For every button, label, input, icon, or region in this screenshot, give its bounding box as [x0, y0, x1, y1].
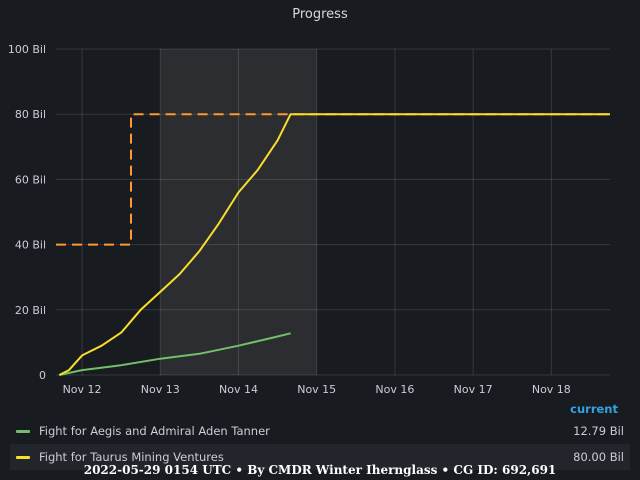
legend-item[interactable]: Fight for Aegis and Admiral Aden Tanner … — [10, 418, 630, 444]
legend-item[interactable]: Fight for Taurus Mining Ventures 80.00 B… — [10, 444, 630, 470]
x-tick-label: Nov 16 — [375, 383, 414, 396]
panel-title: Progress — [292, 7, 348, 22]
x-tick-label: Nov 14 — [219, 383, 258, 396]
y-tick-label: 80 Bil — [15, 108, 46, 121]
shaded-time-region — [160, 49, 317, 375]
series-color-swatch — [16, 456, 30, 459]
x-tick-label: Nov 18 — [532, 383, 571, 396]
series-color-swatch — [16, 430, 30, 433]
legend-series-value: 80.00 Bil — [573, 450, 624, 464]
series-line — [58, 113, 610, 376]
footer-credit: 2022-05-29 0154 UTC • By CMDR Winter Ihe… — [83, 463, 557, 477]
y-tick-label: 100 Bil — [8, 43, 46, 56]
x-tick-label: Nov 12 — [63, 383, 102, 396]
legend-series-name[interactable]: Fight for Taurus Mining Ventures — [39, 450, 224, 464]
legend-header-current[interactable]: current — [570, 402, 618, 416]
x-tick-label: Nov 15 — [297, 383, 336, 396]
progress-chart: 0 20 Bil 40 Bil 60 Bil 80 Bil 100 Bil Nov 12 No… — [8, 43, 610, 396]
y-tick-label: 40 Bil — [15, 239, 46, 252]
legend-series-name[interactable]: Fight for Aegis and Admiral Aden Tanner — [39, 424, 270, 438]
legend-series-value: 12.79 Bil — [573, 424, 624, 438]
series-line — [56, 113, 610, 246]
legend: current Fight for Aegis and Admiral Aden… — [10, 400, 630, 470]
x-tick-label: Nov 17 — [454, 383, 493, 396]
y-tick-label: 0 — [39, 369, 46, 382]
y-tick-label: 20 Bil — [15, 304, 46, 317]
series-line — [59, 332, 291, 376]
x-tick-label: Nov 13 — [141, 383, 180, 396]
y-tick-label: 60 Bil — [15, 173, 46, 186]
